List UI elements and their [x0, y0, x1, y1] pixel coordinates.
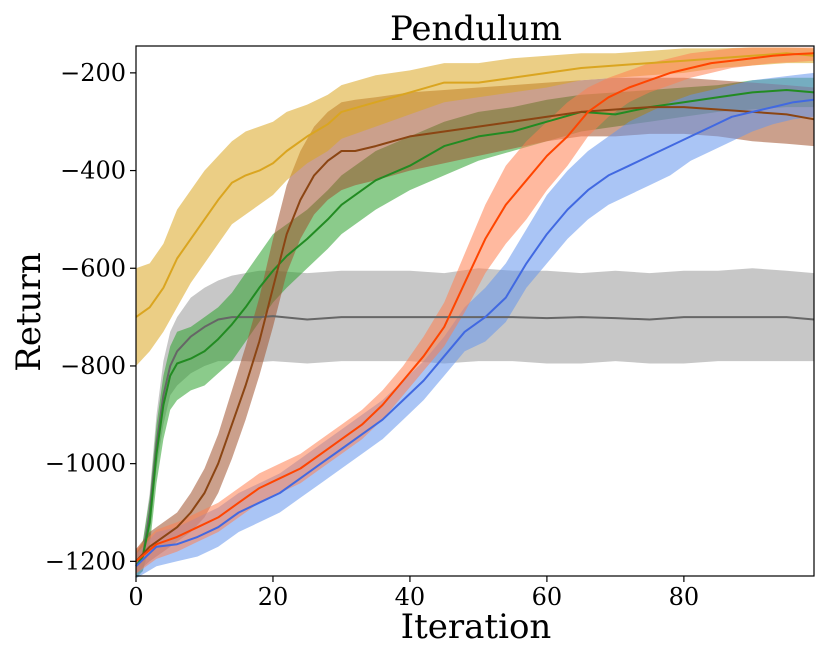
x-axis-ticks: 0 20 40 60 80: [128, 576, 699, 611]
line-brown: [135, 106, 815, 562]
y-tick-label: −1000: [45, 450, 126, 478]
x-tick-label: 20: [258, 583, 289, 611]
line-orange: [135, 52, 815, 563]
plot-frame: [135, 45, 815, 577]
band-gold: [136, 47, 814, 366]
y-axis-ticks: −1200 −1000 −800 −600 −400 −200: [45, 59, 136, 575]
band-gray: [136, 268, 814, 576]
line-gray: [135, 315, 815, 563]
series-lines: [135, 52, 815, 567]
y-tick-label: −200: [60, 59, 126, 87]
x-tick-label: 40: [395, 583, 426, 611]
band-orange: [136, 47, 814, 574]
chart-title: Pendulum: [390, 9, 562, 49]
y-tick-label: −600: [60, 254, 126, 282]
x-tick-label: 60: [532, 583, 563, 611]
line-blue: [135, 98, 815, 567]
y-tick-label: −400: [60, 157, 126, 185]
y-tick-label: −1200: [45, 547, 126, 575]
line-gold: [135, 52, 815, 318]
x-axis-label: Iteration: [401, 607, 552, 647]
y-tick-label: −800: [60, 352, 126, 380]
band-brown: [136, 77, 814, 574]
x-tick-label: 0: [128, 583, 143, 611]
x-tick-label: 80: [669, 583, 700, 611]
y-axis-label: Return: [9, 252, 49, 371]
